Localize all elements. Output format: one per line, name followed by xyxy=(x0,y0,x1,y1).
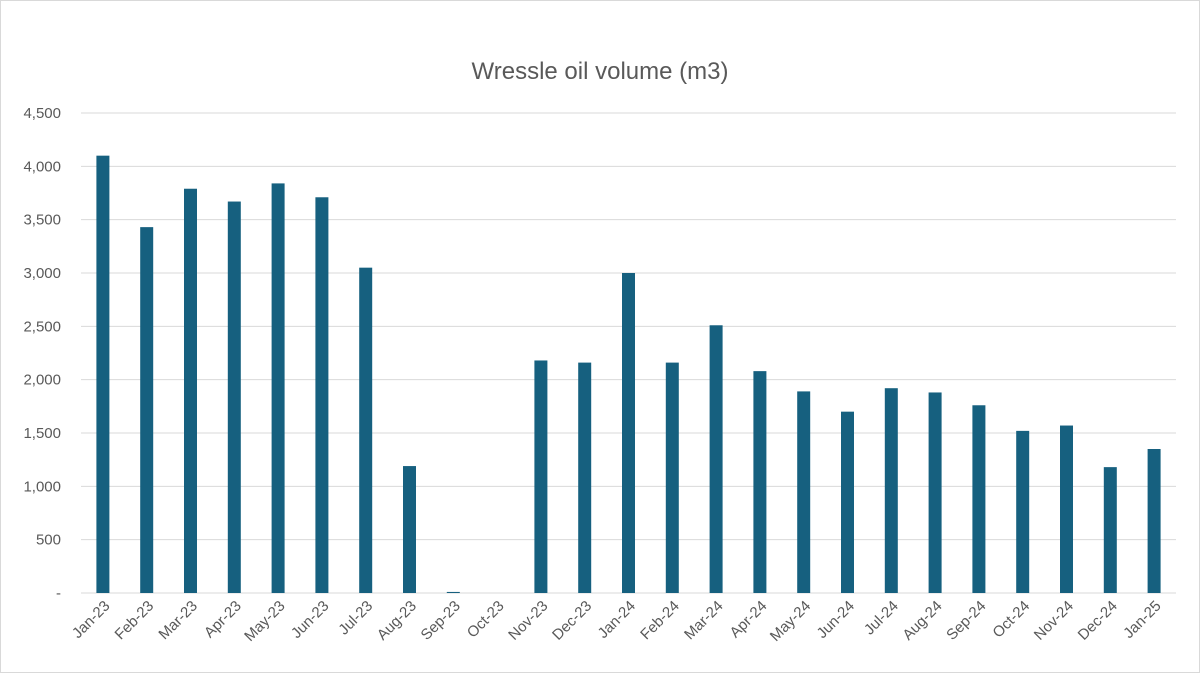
bar xyxy=(271,183,285,593)
x-tick-label: Mar-23 xyxy=(155,598,201,644)
bar xyxy=(140,227,154,593)
x-tick-label: Dec-23 xyxy=(549,598,595,644)
x-tick-label: Oct-24 xyxy=(989,598,1033,642)
bar xyxy=(797,391,811,593)
x-tick-label: Nov-23 xyxy=(505,598,551,644)
bar xyxy=(534,360,548,593)
bar xyxy=(841,411,854,593)
x-tick-label: Jan-25 xyxy=(1120,598,1164,642)
x-tick-label: Jan-24 xyxy=(595,598,639,642)
x-tick-label: May-24 xyxy=(767,598,814,645)
y-tick-label: - xyxy=(56,585,61,602)
x-tick-label: Feb-23 xyxy=(112,598,158,644)
y-axis-ticks: - 500 1,000 1,500 2,000 2,500 3,000 3,500 4,000 4… xyxy=(23,105,61,602)
y-tick-label: 1,000 xyxy=(23,478,61,495)
bar xyxy=(315,197,329,593)
x-tick-label: Oct-23 xyxy=(464,598,508,642)
bar xyxy=(578,362,592,593)
bar xyxy=(227,201,241,594)
y-tick-label: 4,500 xyxy=(23,105,61,122)
bar xyxy=(709,325,723,593)
x-tick-label: Apr-23 xyxy=(201,598,245,642)
bar xyxy=(753,371,767,593)
y-tick-label: 500 xyxy=(36,532,61,549)
x-tick-label: Jun-23 xyxy=(288,598,332,642)
x-tick-label: Aug-23 xyxy=(374,598,420,644)
y-tick-label: 4,000 xyxy=(23,158,61,175)
x-tick-label: Jun-24 xyxy=(814,598,858,642)
y-tick-label: 2,000 xyxy=(23,372,61,389)
chart-title: Wressle oil volume (m3) xyxy=(472,58,729,85)
x-tick-label: Aug-24 xyxy=(899,598,945,644)
bar xyxy=(446,591,460,593)
bar xyxy=(1147,449,1161,593)
bar xyxy=(622,273,635,593)
x-tick-label: Apr-24 xyxy=(727,598,771,642)
bar xyxy=(403,466,416,593)
x-tick-label: May-23 xyxy=(241,598,288,645)
x-tick-label: Jul-23 xyxy=(335,598,376,639)
x-tick-label: Mar-24 xyxy=(681,598,727,644)
bar xyxy=(1016,430,1030,593)
bar xyxy=(184,188,197,593)
x-tick-label: Nov-24 xyxy=(1031,598,1077,644)
bar xyxy=(884,388,898,593)
y-tick-label: 2,500 xyxy=(23,318,61,335)
x-tick-label: Sep-24 xyxy=(943,598,989,644)
x-tick-label: Sep-23 xyxy=(418,598,464,644)
y-tick-label: 3,000 xyxy=(23,265,61,282)
x-tick-label: Feb-24 xyxy=(637,598,683,644)
bar xyxy=(972,405,986,593)
y-tick-label: 3,500 xyxy=(23,212,61,229)
bars xyxy=(96,155,1161,594)
bar xyxy=(1103,467,1117,593)
x-tick-label: Dec-24 xyxy=(1075,598,1121,644)
x-tick-label: Jan-23 xyxy=(69,598,113,642)
x-tick-label: Jul-24 xyxy=(861,598,902,639)
bar xyxy=(928,392,942,593)
bar xyxy=(665,362,679,593)
y-tick-label: 1,500 xyxy=(23,425,61,442)
bar xyxy=(359,267,373,593)
bar xyxy=(96,155,110,593)
bar xyxy=(1060,425,1073,593)
